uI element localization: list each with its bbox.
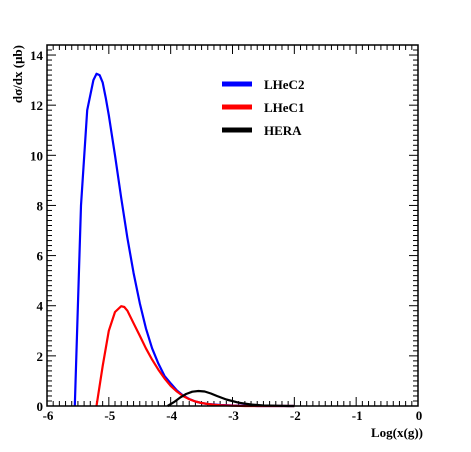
x-tick-label: -2 — [290, 408, 301, 423]
y-tick-label: 10 — [30, 148, 43, 163]
x-tick-label: 0 — [416, 408, 423, 423]
x-tick-label: -6 — [43, 408, 54, 423]
y-tick-label: 2 — [37, 349, 44, 364]
series-line-lhec2 — [73, 72, 295, 408]
legend-label-lhec2: LHeC2 — [264, 77, 304, 92]
y-tick-label: 0 — [37, 399, 44, 414]
y-tick-label: 14 — [30, 48, 44, 63]
ticks-layer — [46, 44, 419, 407]
y-tick-labels: 0 2 4 6 8 10 12 14 — [30, 48, 44, 414]
y-tick-label: 12 — [30, 98, 43, 113]
x-tick-label: -5 — [104, 408, 115, 423]
x-tick-label: -4 — [166, 408, 177, 423]
x-tick-label: -3 — [228, 408, 239, 423]
legend-label-lhec1: LHeC1 — [264, 100, 304, 115]
x-axis-label: Log(x(g)) — [371, 425, 423, 440]
y-tick-label: 6 — [37, 249, 44, 264]
x-tick-labels: -6 -5 -4 -3 -2 -1 0 — [43, 408, 423, 423]
y-tick-label: 4 — [37, 299, 44, 314]
y-axis-label: dσ/dx (μb) — [10, 45, 25, 103]
legend-label-hera: HERA — [264, 123, 302, 138]
legend: LHeC2 LHeC1 HERA — [222, 77, 304, 138]
plot-frame — [46, 44, 419, 407]
curves-layer — [73, 72, 295, 408]
x-tick-label: -1 — [352, 408, 363, 423]
y-tick-label: 8 — [37, 198, 44, 213]
